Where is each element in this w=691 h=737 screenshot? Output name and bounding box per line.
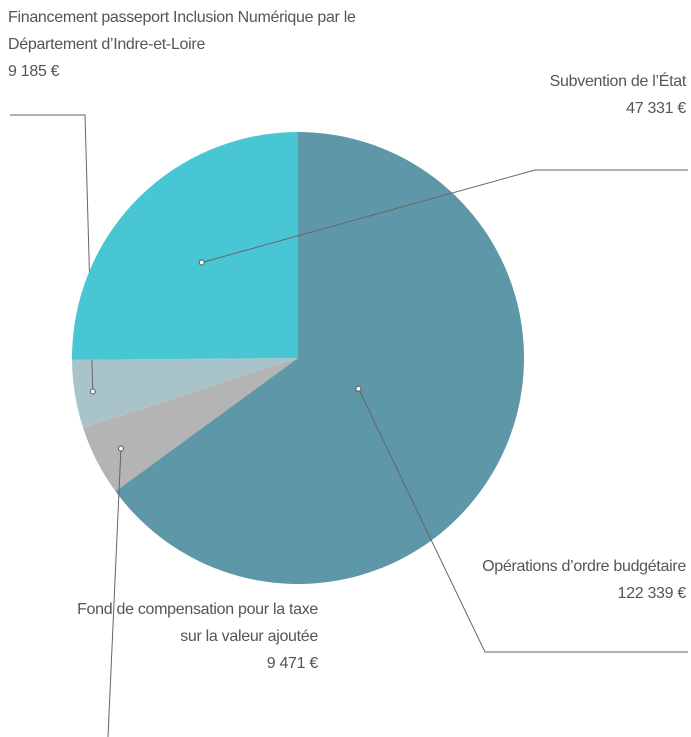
- slice-value: 9 471 €: [266, 655, 319, 672]
- leader-line: [357, 388, 688, 653]
- pie-slice: [83, 358, 299, 492]
- slice-label: Financement passeport Inclusion Numériqu…: [8, 4, 388, 85]
- leader-dot: [89, 388, 96, 395]
- pie-slice: [115, 132, 525, 584]
- pie-slice: [72, 132, 298, 360]
- slice-name: Fond de compensation pour la taxe sur la…: [77, 601, 318, 645]
- slice-name: Financement passeport Inclusion Numériqu…: [8, 9, 356, 53]
- leader-dot: [355, 385, 362, 392]
- leader-dot: [117, 445, 124, 452]
- slice-value: 47 331 €: [626, 100, 686, 117]
- slice-name: Subvention de l’État: [549, 73, 687, 90]
- pie-slice: [72, 358, 298, 428]
- slice-label: Subvention de l’État 47 331 €: [426, 68, 687, 122]
- leader-line: [201, 169, 688, 263]
- slice-value: 9 185 €: [8, 63, 60, 80]
- slice-label: Opérations d’ordre budgétaire 122 339 €: [426, 553, 686, 607]
- slice-name: Opérations d’ordre budgétaire: [482, 558, 686, 575]
- leader-dot: [198, 259, 205, 266]
- slice-value: 122 339 €: [617, 585, 687, 602]
- slice-label: Fond de compensation pour la taxe sur la…: [58, 596, 318, 677]
- leader-line: [107, 448, 122, 737]
